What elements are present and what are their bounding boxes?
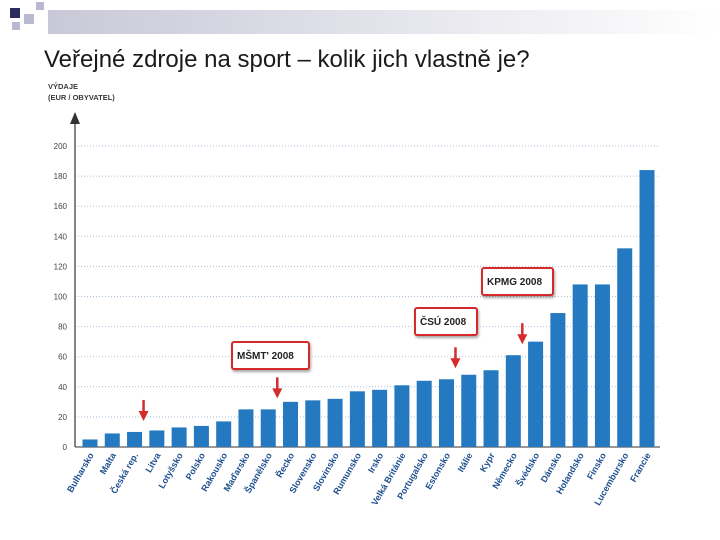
red-arrow-icon xyxy=(517,323,528,345)
red-arrow-icon xyxy=(272,377,283,399)
bar xyxy=(372,389,388,447)
y-tick-label: 20 xyxy=(58,413,67,422)
bar xyxy=(505,355,521,447)
x-tick-label: Malta xyxy=(98,450,119,476)
x-tick-label: Kypr xyxy=(478,451,497,474)
decoration-square-small xyxy=(12,22,20,30)
annotation-label: MŠMT' 2008 xyxy=(237,349,294,362)
y-tick-label: 120 xyxy=(54,262,68,271)
annotation-box xyxy=(231,341,310,370)
annotation-box xyxy=(481,267,554,296)
bar xyxy=(528,341,544,447)
bar xyxy=(594,284,610,447)
bars xyxy=(82,170,655,447)
x-tick-label: Litva xyxy=(143,450,163,474)
bar xyxy=(193,425,209,447)
y-tick-label: 100 xyxy=(54,293,68,302)
bar xyxy=(171,427,187,447)
bar xyxy=(461,374,477,447)
decoration-bar xyxy=(48,10,720,34)
bar xyxy=(149,430,165,447)
red-arrow-icon xyxy=(450,347,461,369)
y-axis-arrow-icon xyxy=(70,112,80,124)
y-tick-label: 180 xyxy=(54,172,68,181)
decoration-square-right xyxy=(36,2,44,10)
y-tick-label: 0 xyxy=(63,443,68,452)
x-tick-label: Francie xyxy=(628,451,653,484)
bar xyxy=(104,433,120,447)
bar xyxy=(238,409,254,447)
bar xyxy=(483,370,499,447)
bar xyxy=(127,431,143,447)
bar xyxy=(349,391,365,447)
x-tick-label: Bulharsko xyxy=(65,451,96,495)
bar xyxy=(394,385,410,447)
bar xyxy=(416,380,432,447)
red-arrow-icon xyxy=(138,399,149,421)
y-tick-label: 200 xyxy=(54,142,68,151)
bar xyxy=(283,401,299,447)
bar xyxy=(572,284,588,447)
bar xyxy=(617,248,633,447)
x-tick-label: Itálie xyxy=(456,451,475,474)
x-tick-label: Řecko xyxy=(273,450,296,479)
y-axis-label: (EUR / OBYVATEL) xyxy=(48,93,115,102)
bar xyxy=(639,170,655,447)
y-tick-label: 160 xyxy=(54,202,68,211)
title-decoration xyxy=(10,2,720,34)
bar xyxy=(550,313,566,447)
annotation-box xyxy=(414,307,478,336)
y-tick-label: 80 xyxy=(58,323,67,332)
decoration-square-light xyxy=(24,14,34,24)
x-tick-label: Irsko xyxy=(366,451,386,475)
annotations: MŠMT' 2008 ČSÚ 2008 KPMG 2008 xyxy=(138,267,554,421)
bar xyxy=(82,439,98,447)
x-tick-label: Polsko xyxy=(184,451,208,482)
slide-title: Veřejné zdroje na sport – kolik jich vla… xyxy=(44,46,530,73)
y-axis-label: VÝDAJE xyxy=(48,82,78,91)
decoration-square-dark xyxy=(10,8,20,18)
y-tick-label: 60 xyxy=(58,353,67,362)
bar xyxy=(216,421,232,447)
bar xyxy=(327,398,343,447)
gridlines xyxy=(75,145,660,418)
x-tick-label: Finsko xyxy=(585,451,608,482)
y-tick-label: 40 xyxy=(58,383,67,392)
bar xyxy=(305,400,321,447)
bar xyxy=(438,379,454,447)
bar xyxy=(260,409,276,447)
y-tick-label: 140 xyxy=(54,232,68,241)
annotation-label: KPMG 2008 xyxy=(487,277,542,288)
annotation-label: ČSÚ 2008 xyxy=(420,315,467,328)
